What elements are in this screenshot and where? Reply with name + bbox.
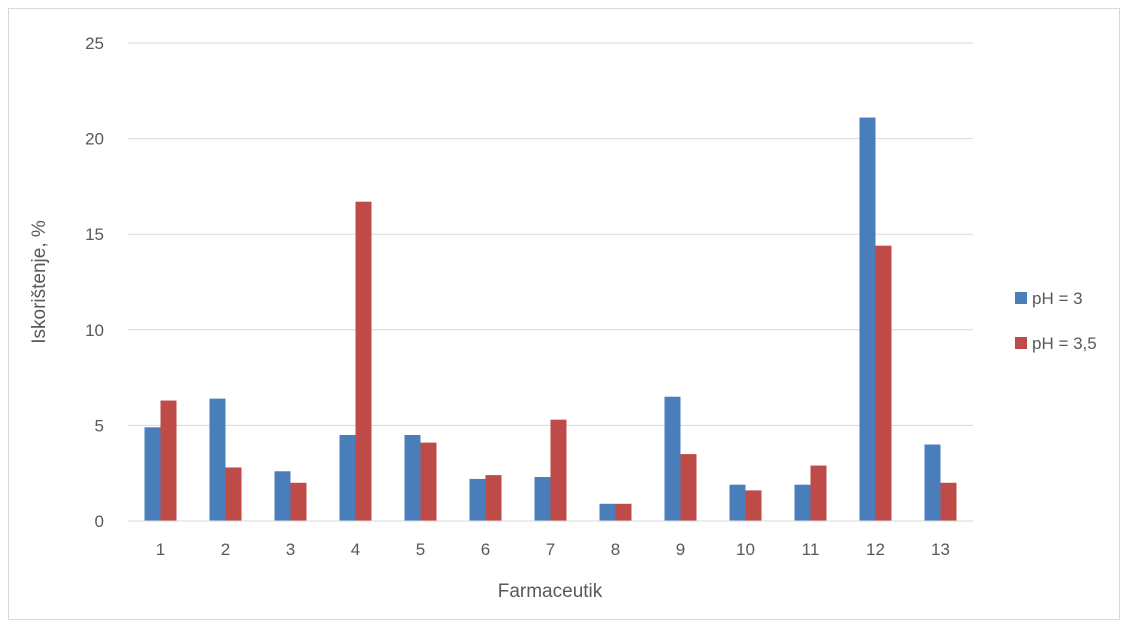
bars [144, 117, 957, 522]
y-tick-label: 10 [85, 321, 104, 340]
bar-ph3-8 [599, 503, 616, 521]
bar-ph35-11 [810, 465, 827, 521]
bar-ph3-9 [664, 396, 681, 521]
x-tick-label: 10 [736, 540, 755, 559]
bar-ph35-8 [615, 503, 632, 521]
bar-ph35-1 [160, 400, 177, 521]
x-tick-label: 3 [286, 540, 295, 559]
bar-ph3-1 [144, 427, 161, 521]
x-tick-label: 5 [416, 540, 425, 559]
x-axis-title: Farmaceutik [498, 581, 603, 602]
y-tick-label: 0 [95, 512, 104, 531]
x-tick-label: 2 [221, 540, 230, 559]
legend-label-ph35: pH = 3,5 [1032, 334, 1097, 353]
legend-swatch-ph3 [1015, 292, 1027, 304]
bar-ph3-6 [469, 478, 486, 521]
y-tick-label: 5 [95, 416, 104, 435]
bar-ph3-5 [404, 434, 421, 521]
bar-ph3-7 [534, 477, 551, 521]
x-tick-label: 6 [481, 540, 490, 559]
bar-ph35-9 [680, 454, 697, 521]
bar-ph3-13 [924, 444, 941, 521]
bar-ph3-10 [729, 484, 746, 521]
bar-ph35-10 [745, 490, 762, 521]
x-tick-label: 4 [351, 540, 360, 559]
bar-ph3-12 [859, 117, 876, 522]
y-axis-title: Iskorištenje, % [29, 220, 50, 344]
x-tick-label: 12 [866, 540, 885, 559]
y-tick-label: 15 [85, 225, 104, 244]
bar-ph35-7 [550, 419, 567, 521]
bar-ph35-3 [290, 482, 307, 521]
bar-ph35-13 [940, 482, 957, 521]
x-tick-label: 13 [931, 540, 950, 559]
bar-ph35-2 [225, 467, 242, 521]
gridlines [128, 42, 973, 426]
bar-ph35-5 [420, 442, 437, 521]
y-tick-label: 20 [85, 130, 104, 149]
bar-ph3-3 [274, 471, 291, 521]
bar-ph3-11 [794, 484, 811, 521]
y-tick-label: 25 [85, 34, 104, 53]
bar-ph35-4 [355, 201, 372, 522]
x-tick-label: 1 [156, 540, 165, 559]
bar-ph35-6 [485, 475, 502, 521]
bar-ph3-4 [339, 434, 356, 521]
legend-label-ph3: pH = 3 [1032, 289, 1083, 308]
x-tick-label: 8 [611, 540, 620, 559]
x-tick-label: 7 [546, 540, 555, 559]
legend-swatch-ph35 [1015, 337, 1027, 349]
bar-ph35-12 [875, 245, 892, 521]
bar-ph3-2 [209, 398, 226, 521]
x-tick-label: 9 [676, 540, 685, 559]
legend: pH = 3 pH = 3,5 [1015, 289, 1097, 353]
x-tick-label: 11 [802, 540, 820, 559]
